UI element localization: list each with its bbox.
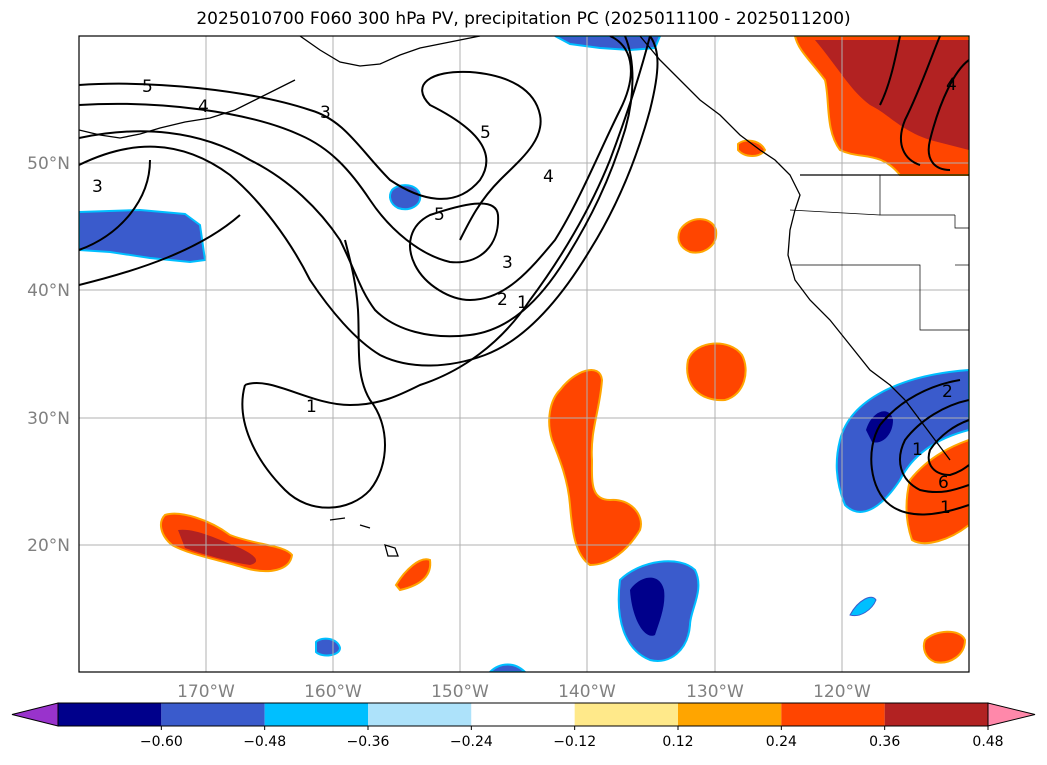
- lon-label: 170°W: [177, 682, 235, 702]
- contour-label: 4: [543, 167, 554, 187]
- colorbar-bin: [264, 703, 368, 726]
- baja-coast: [904, 399, 951, 461]
- lon-label: 130°W: [686, 682, 744, 702]
- contour-label: 1: [940, 498, 951, 518]
- colorbar-bin: [574, 703, 678, 726]
- contour-label: 4: [198, 97, 209, 117]
- colorbar-bin: [884, 703, 988, 726]
- colorbar-bin: [368, 703, 472, 726]
- colorbar-tick-label: −0.60: [140, 734, 183, 750]
- lon-label: 120°W: [813, 682, 871, 702]
- lon-label: 160°W: [304, 682, 362, 702]
- contour-label: 3: [92, 177, 103, 197]
- lat-label: 50°N: [27, 154, 70, 174]
- colorbar-extend-high: [987, 702, 1036, 727]
- lat-label: 20°N: [27, 536, 70, 556]
- contour-label: 1: [517, 293, 528, 313]
- contour-label: 1: [912, 440, 923, 460]
- precip-region-east: [835, 368, 969, 513]
- colorbar-tick-label: −0.36: [347, 734, 390, 750]
- map-panel: 5 4 3 3 5 5 4 3 2 1 1 2 1 1 6 4: [79, 36, 969, 672]
- contour-label: 1: [306, 397, 317, 417]
- gridlines: [79, 36, 969, 672]
- colorbar-tick-label: 0.12: [662, 734, 693, 750]
- colorbar-bin: [471, 703, 575, 726]
- precip-region-small-center: [677, 218, 718, 254]
- precip-region-west-band-core: [178, 529, 257, 565]
- hawaii-islands: [329, 517, 399, 557]
- coastline-alaska: [299, 36, 481, 67]
- contour-label: 2: [497, 290, 508, 310]
- latitude-labels: 50°N 40°N 30°N 20°N: [27, 154, 70, 556]
- lon-label: 150°W: [431, 682, 489, 702]
- precip-region-northeast-core: [815, 40, 969, 150]
- coastline-north-america: [639, 36, 906, 401]
- colorbar-tick-label: −0.12: [553, 734, 596, 750]
- precip-region-east-center: [686, 342, 747, 402]
- map-title: 2025010700 F060 300 hPa PV, precipitatio…: [196, 9, 851, 29]
- contour-label: 2: [942, 382, 953, 402]
- pv-contours: [79, 36, 969, 516]
- contour-label: 6: [938, 473, 949, 493]
- colorbar: [11, 702, 1036, 727]
- colorbar-tick-label: −0.48: [243, 734, 286, 750]
- colorbar-tick-label: 0.24: [766, 734, 797, 750]
- precip-negative-regions: [79, 36, 969, 672]
- lat-label: 30°N: [27, 409, 70, 429]
- colorbar-extend-low: [11, 702, 59, 727]
- contour-label: 4: [946, 75, 957, 95]
- contour-label: 5: [142, 77, 153, 97]
- contour-label: 5: [480, 123, 491, 143]
- precip-region-tiny-1: [315, 637, 342, 657]
- contour-label: 5: [434, 205, 445, 225]
- state-borders: [789, 175, 969, 331]
- colorbar-tick-labels: −0.60 −0.48 −0.36 −0.24 −0.12 0.12 0.24 0.36 0.4…: [140, 726, 1004, 750]
- lon-label: 140°W: [558, 682, 616, 702]
- precip-region-south-core: [630, 577, 665, 636]
- colorbar-bin: [161, 703, 265, 726]
- precip-region-central-band: [548, 369, 642, 567]
- colorbar-bin: [58, 703, 162, 726]
- precip-region-far-southeast: [922, 630, 967, 664]
- precip-region-west-band: [159, 512, 294, 573]
- colorbar-bin: [678, 703, 782, 726]
- colorbar-frame: [57, 702, 989, 727]
- precip-region-tiny-3: [849, 596, 877, 617]
- lat-label: 40°N: [27, 281, 70, 301]
- precip-region-coast: [737, 139, 767, 157]
- colorbar-bin: [781, 703, 885, 726]
- contour-label: 3: [502, 253, 513, 273]
- precip-region-small-south: [394, 558, 432, 592]
- colorbar-tick-label: 0.36: [869, 734, 900, 750]
- precip-region-small-north: [389, 184, 422, 211]
- map-frame: [78, 35, 970, 673]
- longitude-labels: 170°W 160°W 150°W 140°W 130°W 120°W: [177, 682, 871, 702]
- contour-label: 3: [320, 103, 331, 123]
- colorbar-tick-label: −0.24: [450, 734, 493, 750]
- colorbar-tick-label: 0.48: [972, 734, 1003, 750]
- pv-contour-labels: 5 4 3 3 5 5 4 3 2 1 1 2 1 1 6 4: [92, 75, 957, 518]
- precip-region-west: [79, 208, 207, 264]
